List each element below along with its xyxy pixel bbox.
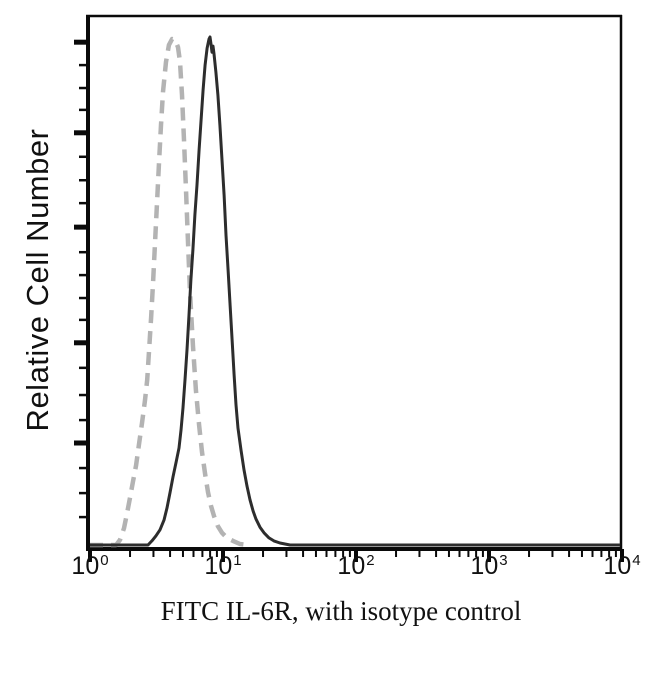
x-tick-base: 10 <box>337 552 366 580</box>
y-axis-title: Relative Cell Number <box>20 128 55 432</box>
x-tick-base: 10 <box>603 552 632 580</box>
x-tick-exponent: 2 <box>366 552 375 569</box>
x-tick-base: 10 <box>470 552 499 580</box>
x-tick-label-10e0: 100 <box>71 552 109 580</box>
x-tick-base: 10 <box>71 552 100 580</box>
fitc-il6r-curve <box>90 35 621 547</box>
x-tick-base: 10 <box>204 552 233 580</box>
x-tick-label-10e2: 102 <box>337 552 375 580</box>
x-tick-exponent: 1 <box>233 552 242 569</box>
x-tick-exponent: 4 <box>632 552 641 569</box>
isotype-control-curve <box>90 36 249 548</box>
x-tick-label-10e4: 104 <box>603 552 641 580</box>
x-tick-exponent: 3 <box>499 552 508 569</box>
x-tick-exponent: 0 <box>100 552 109 569</box>
x-tick-label-10e1: 101 <box>204 552 242 580</box>
x-axis-title: FITC IL-6R, with isotype control <box>160 596 522 626</box>
x-tick-label-10e3: 103 <box>470 552 508 580</box>
